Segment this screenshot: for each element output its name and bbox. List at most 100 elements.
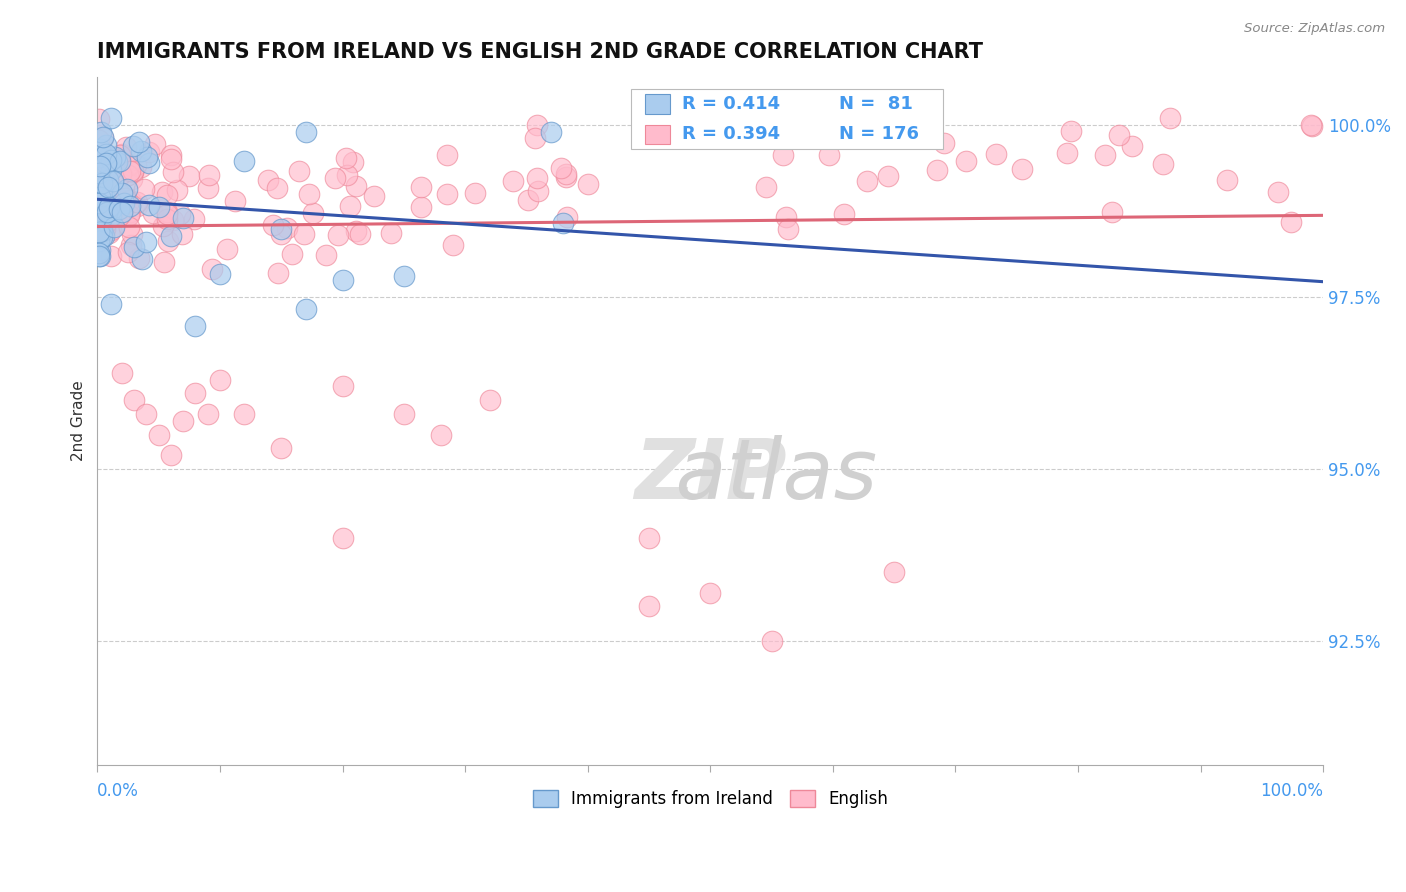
Point: [555, 170, 578, 185]
Point: [925, 163, 948, 178]
Point: [98, 162, 121, 177]
Point: [90, 175, 112, 189]
Point: [183, 211, 205, 226]
Point: [97, 173, 120, 187]
Point: [638, 531, 661, 545]
Point: [1101, 205, 1123, 219]
Point: [1279, 215, 1302, 229]
Point: [1301, 118, 1323, 132]
Point: [103, 174, 125, 188]
Point: [1152, 157, 1174, 171]
Point: [1121, 138, 1143, 153]
Point: [128, 135, 150, 149]
Point: [776, 222, 799, 236]
Point: [540, 125, 562, 139]
Point: [129, 161, 152, 175]
Point: [91, 224, 114, 238]
Point: [105, 155, 128, 169]
Point: [117, 245, 139, 260]
Point: [555, 210, 578, 224]
Point: [148, 200, 170, 214]
Point: [87, 133, 110, 147]
Point: [94, 215, 117, 229]
Point: [89, 195, 111, 210]
Point: [87, 163, 110, 178]
Point: [1011, 161, 1033, 176]
Point: [436, 148, 458, 162]
Point: [323, 170, 346, 185]
Point: [160, 148, 183, 162]
Point: [111, 366, 134, 380]
Point: [1159, 112, 1181, 126]
Point: [121, 227, 143, 241]
Point: [332, 531, 354, 545]
Point: [98, 188, 121, 202]
Point: [115, 181, 138, 195]
Point: [392, 269, 415, 284]
Point: [441, 238, 464, 252]
Point: [91, 230, 114, 244]
Point: [111, 204, 134, 219]
FancyBboxPatch shape: [630, 89, 943, 149]
Point: [775, 210, 797, 224]
Point: [97, 179, 120, 194]
Point: [184, 318, 207, 333]
Point: [93, 190, 115, 204]
Point: [90, 125, 112, 139]
Text: N = 176: N = 176: [839, 125, 920, 144]
Point: [98, 209, 121, 223]
Point: [955, 154, 977, 169]
Point: [89, 159, 111, 173]
Point: [103, 219, 125, 234]
Point: [1056, 146, 1078, 161]
Point: [87, 245, 110, 260]
Point: [91, 225, 114, 239]
Point: [138, 156, 160, 170]
Point: [94, 156, 117, 170]
Point: [224, 194, 246, 209]
Point: [100, 296, 122, 310]
Point: [755, 180, 778, 194]
Point: [108, 186, 131, 200]
Point: [131, 252, 153, 267]
Point: [108, 154, 131, 169]
Point: [110, 167, 132, 181]
Point: [90, 215, 112, 229]
Y-axis label: 2nd Grade: 2nd Grade: [72, 381, 86, 461]
Point: [233, 153, 256, 168]
Point: [160, 448, 183, 462]
Legend: Immigrants from Ireland, English: Immigrants from Ireland, English: [526, 783, 894, 814]
Point: [112, 195, 135, 210]
Point: [96, 147, 118, 161]
Point: [87, 150, 110, 164]
Point: [266, 181, 288, 195]
Point: [87, 234, 110, 248]
Point: [110, 148, 132, 162]
Point: [208, 267, 231, 281]
Point: [883, 565, 905, 579]
Point: [294, 301, 316, 316]
Text: R = 0.394: R = 0.394: [682, 125, 780, 144]
Point: [96, 204, 118, 219]
Point: [266, 266, 288, 280]
Point: [288, 164, 311, 178]
Point: [94, 193, 117, 207]
Point: [339, 199, 361, 213]
Point: [270, 222, 292, 236]
Text: IMMIGRANTS FROM IRELAND VS ENGLISH 2ND GRADE CORRELATION CHART: IMMIGRANTS FROM IRELAND VS ENGLISH 2ND G…: [97, 42, 983, 62]
Point: [1094, 148, 1116, 162]
Point: [89, 249, 111, 263]
Point: [162, 213, 184, 227]
Point: [89, 243, 111, 257]
Point: [91, 192, 114, 206]
Point: [344, 224, 367, 238]
Point: [153, 255, 176, 269]
Point: [89, 175, 111, 189]
Point: [115, 140, 138, 154]
Point: [120, 205, 142, 219]
Point: [117, 210, 139, 224]
Point: [91, 130, 114, 145]
Point: [100, 198, 122, 212]
Point: [332, 273, 354, 287]
Point: [301, 205, 323, 219]
